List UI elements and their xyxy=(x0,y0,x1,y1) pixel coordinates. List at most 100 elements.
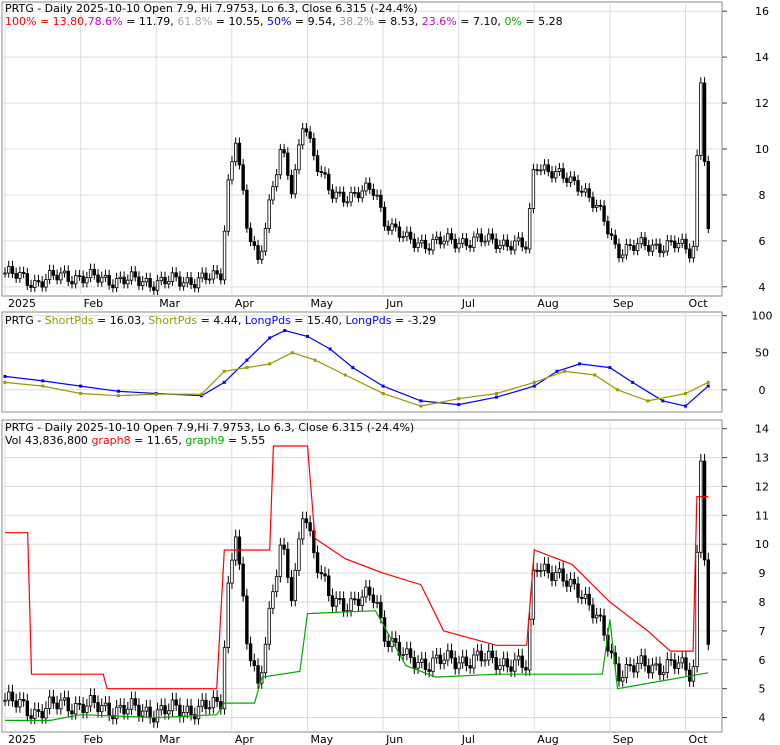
p1-candle xyxy=(401,236,405,239)
p3-candle xyxy=(100,705,104,713)
p1-candle xyxy=(245,189,249,229)
p1-y-tick-label: 16 xyxy=(755,5,769,18)
osc-point-LongPds xyxy=(419,399,423,403)
p3-y-tick-label: 13 xyxy=(755,452,769,465)
p3-candle xyxy=(475,650,480,656)
p3-candle xyxy=(349,598,353,612)
p1-candle xyxy=(40,281,44,288)
p3-y-tick-label: 9 xyxy=(759,567,766,580)
fib-legend-part-2: = 11.79, xyxy=(123,15,178,28)
p2-y-tick-label: 0 xyxy=(759,384,766,397)
p1-candle xyxy=(364,182,368,192)
p3-candle xyxy=(561,568,565,582)
vol-legend-part-2: = 11.65, xyxy=(131,434,186,447)
p3-candle xyxy=(546,563,550,574)
osc-legend-part-5: LongPds xyxy=(245,314,291,327)
p3-candle xyxy=(215,696,219,702)
p1-candle xyxy=(676,242,681,249)
p3-candle xyxy=(133,698,137,706)
p1-y-tick-label: 6 xyxy=(759,235,766,248)
osc-point-ShortPds xyxy=(222,369,226,373)
p1-candle xyxy=(230,161,234,181)
p3-candle xyxy=(252,660,257,667)
p1-candle xyxy=(85,277,89,284)
p3-candle xyxy=(427,669,431,672)
p1-candle xyxy=(371,188,376,196)
p3-candle xyxy=(204,699,208,709)
p3-candle xyxy=(274,576,279,593)
p1-candle xyxy=(111,284,115,289)
p1-candle xyxy=(129,271,134,281)
p3-candle xyxy=(676,662,681,669)
p1-y-tick-label: 8 xyxy=(759,189,766,202)
p3-candle xyxy=(401,654,405,656)
osc-point-LongPds xyxy=(328,347,332,351)
p1-candle xyxy=(155,280,160,291)
p3-candle xyxy=(602,615,606,636)
p3-candle xyxy=(196,705,201,720)
fib-legend-part-10: = 7.10, xyxy=(457,15,505,28)
p1-candle xyxy=(304,128,309,133)
p3-candle xyxy=(319,572,323,575)
p3-candle xyxy=(10,691,15,702)
p3-candle xyxy=(501,658,506,666)
p1-candle xyxy=(416,242,420,248)
p1-candle xyxy=(62,270,67,274)
p3-candle xyxy=(185,705,190,713)
p1-candle xyxy=(7,266,11,274)
osc-point-LongPds xyxy=(381,384,385,388)
p1-candle xyxy=(568,176,573,183)
p3-candle xyxy=(654,663,658,666)
p3-candle xyxy=(178,704,182,718)
p1-candle xyxy=(650,244,655,252)
p1-candle xyxy=(397,226,402,238)
osc-point-ShortPds xyxy=(116,394,120,398)
p1-y-tick-label: 4 xyxy=(759,281,766,294)
p1-x-tick-label: 2025 xyxy=(8,297,36,310)
fib-legend-part-12: = 5.28 xyxy=(522,15,563,28)
p1-candle xyxy=(51,270,56,276)
p1-candle xyxy=(77,275,82,278)
p3-x-tick-label: Oct xyxy=(689,733,709,745)
p1-candle xyxy=(479,233,483,243)
panel1-marks xyxy=(3,77,710,295)
p3-candle xyxy=(126,708,130,715)
p1-candle xyxy=(204,272,208,281)
p3-candle xyxy=(665,659,670,674)
p3-candle xyxy=(29,715,33,719)
p1-candle xyxy=(513,240,517,251)
p3-y-tick-label: 6 xyxy=(759,654,766,667)
p3-candle xyxy=(286,548,290,578)
p3-candle xyxy=(434,654,439,659)
osc-point-ShortPds xyxy=(684,391,688,395)
volume-legend: Vol 43,836,800 graph8 = 11.65, graph9 = … xyxy=(5,434,265,447)
p3-candle xyxy=(449,650,454,659)
p1-candle xyxy=(170,272,175,282)
p3-candle xyxy=(92,695,97,703)
p1-candle xyxy=(643,237,647,247)
p3-candle xyxy=(464,656,469,667)
p1-x-tick-label: Aug xyxy=(537,297,558,310)
osc-point-ShortPds xyxy=(494,391,498,395)
p3-candle xyxy=(353,598,357,601)
osc-point-ShortPds xyxy=(593,373,597,377)
osc-point-ShortPds xyxy=(615,388,619,392)
p1-candle xyxy=(509,246,513,251)
osc-point-ShortPds xyxy=(41,384,45,388)
p1-candle xyxy=(289,174,294,195)
p1-candle xyxy=(431,239,435,251)
osc-point-LongPds xyxy=(3,374,7,378)
p1-candle xyxy=(699,82,703,156)
p1-y-tick-label: 12 xyxy=(755,97,769,110)
p1-candle xyxy=(200,272,204,279)
fib-legend-part-1: 78.6% xyxy=(88,15,123,28)
p3-candle xyxy=(315,552,320,573)
p3-candle xyxy=(431,657,435,672)
p1-candle xyxy=(81,275,85,284)
p1-candle xyxy=(587,188,591,198)
p3-candle xyxy=(174,699,178,706)
p1-candle xyxy=(181,282,186,287)
p1-candle xyxy=(669,240,673,243)
p3-candle xyxy=(691,666,696,682)
p3-candle xyxy=(85,705,89,714)
